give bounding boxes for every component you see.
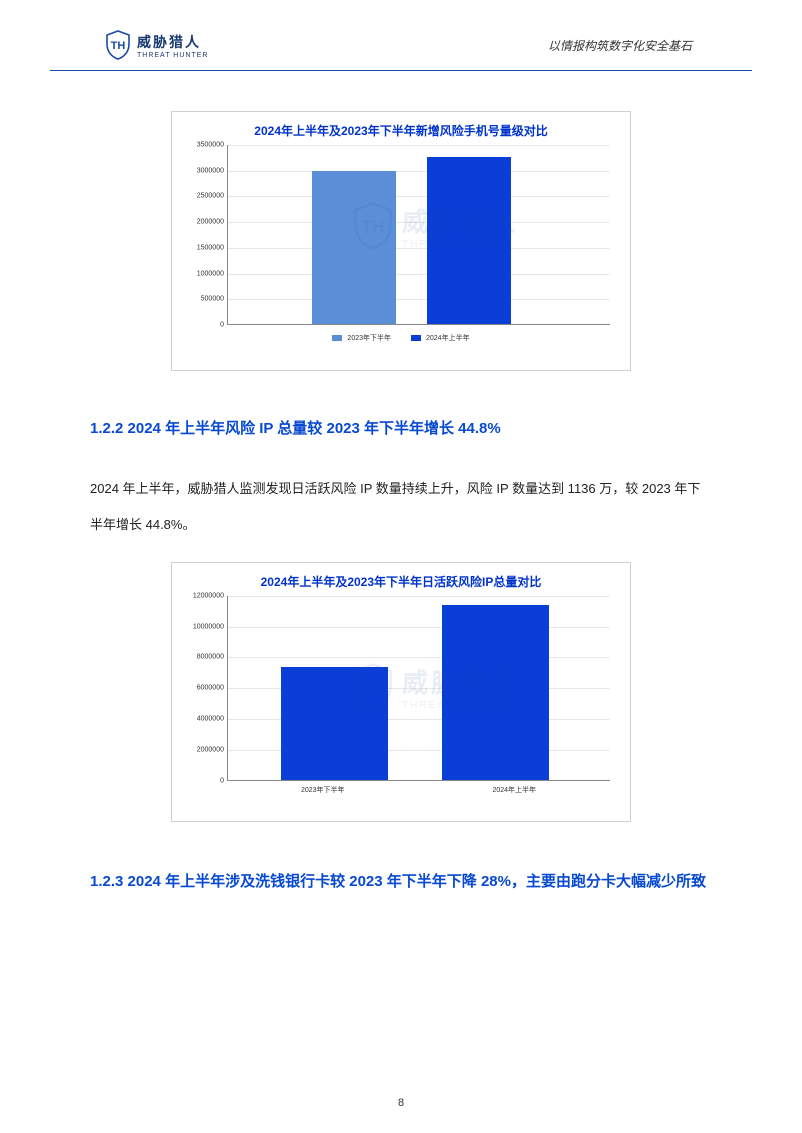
ytick-label: 2000000 [197,219,228,226]
section-heading-1-2-2: 1.2.2 2024 年上半年风险 IP 总量较 2023 年下半年增长 44.… [90,411,712,447]
ytick-label: 2500000 [197,193,228,200]
gridline [228,299,610,300]
chart-phone-risk: 2024年上半年及2023年下半年新增风险手机号量级对比 05000001000… [171,111,631,371]
chart2-plot: 0200000040000006000000800000010000000120… [227,596,610,781]
ytick-label: 4000000 [197,716,228,723]
ytick-label: 6000000 [197,685,228,692]
chart-ip-risk: 2024年上半年及2023年下半年日活跃风险IP总量对比 02000000400… [171,562,631,822]
chart1-title: 2024年上半年及2023年下半年新增风险手机号量级对比 [172,112,630,145]
chart2-title: 2024年上半年及2023年下半年日活跃风险IP总量对比 [172,563,630,596]
ytick-label: 10000000 [193,623,228,630]
legend-swatch [332,335,342,341]
ytick-label: 1000000 [197,270,228,277]
page-header: TH 威胁猎人 THREAT HUNTER 以情报构筑数字化安全基石 [50,0,752,71]
section-body-1-2-2: 2024 年上半年，威胁猎人监测发现日活跃风险 IP 数量持续上升，风险 IP … [90,471,712,544]
ytick-label: 1500000 [197,244,228,251]
ytick-label: 3500000 [197,142,228,149]
gridline [228,222,610,223]
gridline [228,274,610,275]
legend-label: 2023年下半年 [347,333,391,343]
ytick-label: 0 [220,777,228,784]
chart1-legend: 2023年下半年 2024年上半年 [172,325,630,343]
page-content: 2024年上半年及2023年下半年新增风险手机号量级对比 05000001000… [0,71,802,901]
legend-item: 2024年上半年 [411,333,470,343]
brand-name-cn: 威胁猎人 [137,32,208,52]
xtick-label: 2023年下半年 [301,785,345,795]
legend-swatch [411,335,421,341]
gridline [228,248,610,249]
bar [312,171,396,324]
bar [281,667,388,780]
gridline [228,145,610,146]
ytick-label: 12000000 [193,592,228,599]
chart1-plot: 0500000100000015000002000000250000030000… [227,145,610,325]
ytick-label: 0 [220,322,228,329]
gridline [228,196,610,197]
gridline [228,596,610,597]
gridline [228,657,610,658]
gridline [228,171,610,172]
shield-icon: TH [105,30,131,60]
ytick-label: 3000000 [197,167,228,174]
ytick-label: 8000000 [197,654,228,661]
legend-label: 2024年上半年 [426,333,470,343]
header-tagline: 以情报构筑数字化安全基石 [548,37,692,54]
chart2-xticks: 2023年下半年 2024年上半年 [227,781,610,795]
page-number: 8 [398,1097,404,1109]
ytick-label: 2000000 [197,746,228,753]
ytick-label: 500000 [201,296,228,303]
xtick-label: 2024年上半年 [492,785,536,795]
brand-logo: TH 威胁猎人 THREAT HUNTER [105,30,208,60]
brand-text: 威胁猎人 THREAT HUNTER [137,32,208,59]
bar [442,605,549,780]
bar [427,157,511,324]
svg-text:TH: TH [111,40,126,52]
gridline [228,627,610,628]
brand-name-en: THREAT HUNTER [137,52,208,59]
section-heading-1-2-3: 1.2.3 2024 年上半年涉及洗钱银行卡较 2023 年下半年下降 28%，… [90,862,712,901]
legend-item: 2023年下半年 [332,333,391,343]
